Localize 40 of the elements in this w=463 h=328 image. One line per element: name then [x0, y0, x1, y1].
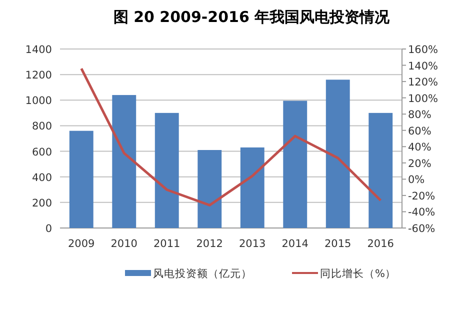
x-tick-label: 2014	[282, 238, 309, 250]
x-tick-label: 2010	[110, 238, 138, 250]
y2-tick-label: 140%	[408, 60, 438, 72]
x-tick-label: 2015	[324, 238, 352, 250]
y2-tick-label: 60%	[408, 125, 432, 138]
chart-title: 图 20 2009-2016 年我国风电投资情况	[113, 8, 391, 26]
y2-tick-label: -40%	[408, 206, 436, 219]
y2-tick-label: 80%	[408, 109, 432, 122]
y-tick-label: 800	[32, 120, 52, 133]
x-tick-label: 2012	[196, 238, 223, 250]
bar	[154, 112, 179, 228]
bar	[368, 112, 393, 228]
x-tick-label: 2016	[367, 238, 394, 250]
legend-label: 风电投资额（亿元）	[153, 267, 252, 280]
y-tick-label: 0	[45, 223, 52, 235]
y-tick-label: 1400	[25, 44, 52, 56]
bar	[69, 130, 94, 228]
y2-tick-label: -20%	[408, 190, 436, 202]
x-tick-label: 2011	[154, 238, 180, 250]
y-tick-label: 400	[32, 172, 52, 184]
y2-tick-label: 100%	[408, 92, 438, 105]
y2-tick-label: -60%	[408, 223, 436, 235]
bar	[198, 150, 222, 228]
line-series	[80, 67, 382, 206]
bar	[283, 100, 308, 228]
y2-tick-label: 160%	[408, 44, 438, 56]
bar	[112, 95, 136, 228]
y2-tick-label: 120%	[408, 76, 438, 89]
y2-tick-label: 20%	[408, 158, 432, 170]
x-tick-label: 2009	[68, 238, 95, 250]
y-tick-label: 1200	[25, 70, 52, 82]
y2-tick-label: 40%	[408, 142, 432, 154]
bar	[326, 80, 350, 228]
y-tick-label: 1000	[25, 95, 52, 108]
y-tick-label: 600	[32, 146, 52, 158]
bar	[240, 147, 264, 228]
y-tick-label: 200	[32, 197, 52, 210]
y2-tick-label: 0%	[408, 174, 425, 186]
legend-label: 同比增长（%）	[320, 267, 396, 280]
x-tick-label: 2013	[239, 238, 266, 250]
